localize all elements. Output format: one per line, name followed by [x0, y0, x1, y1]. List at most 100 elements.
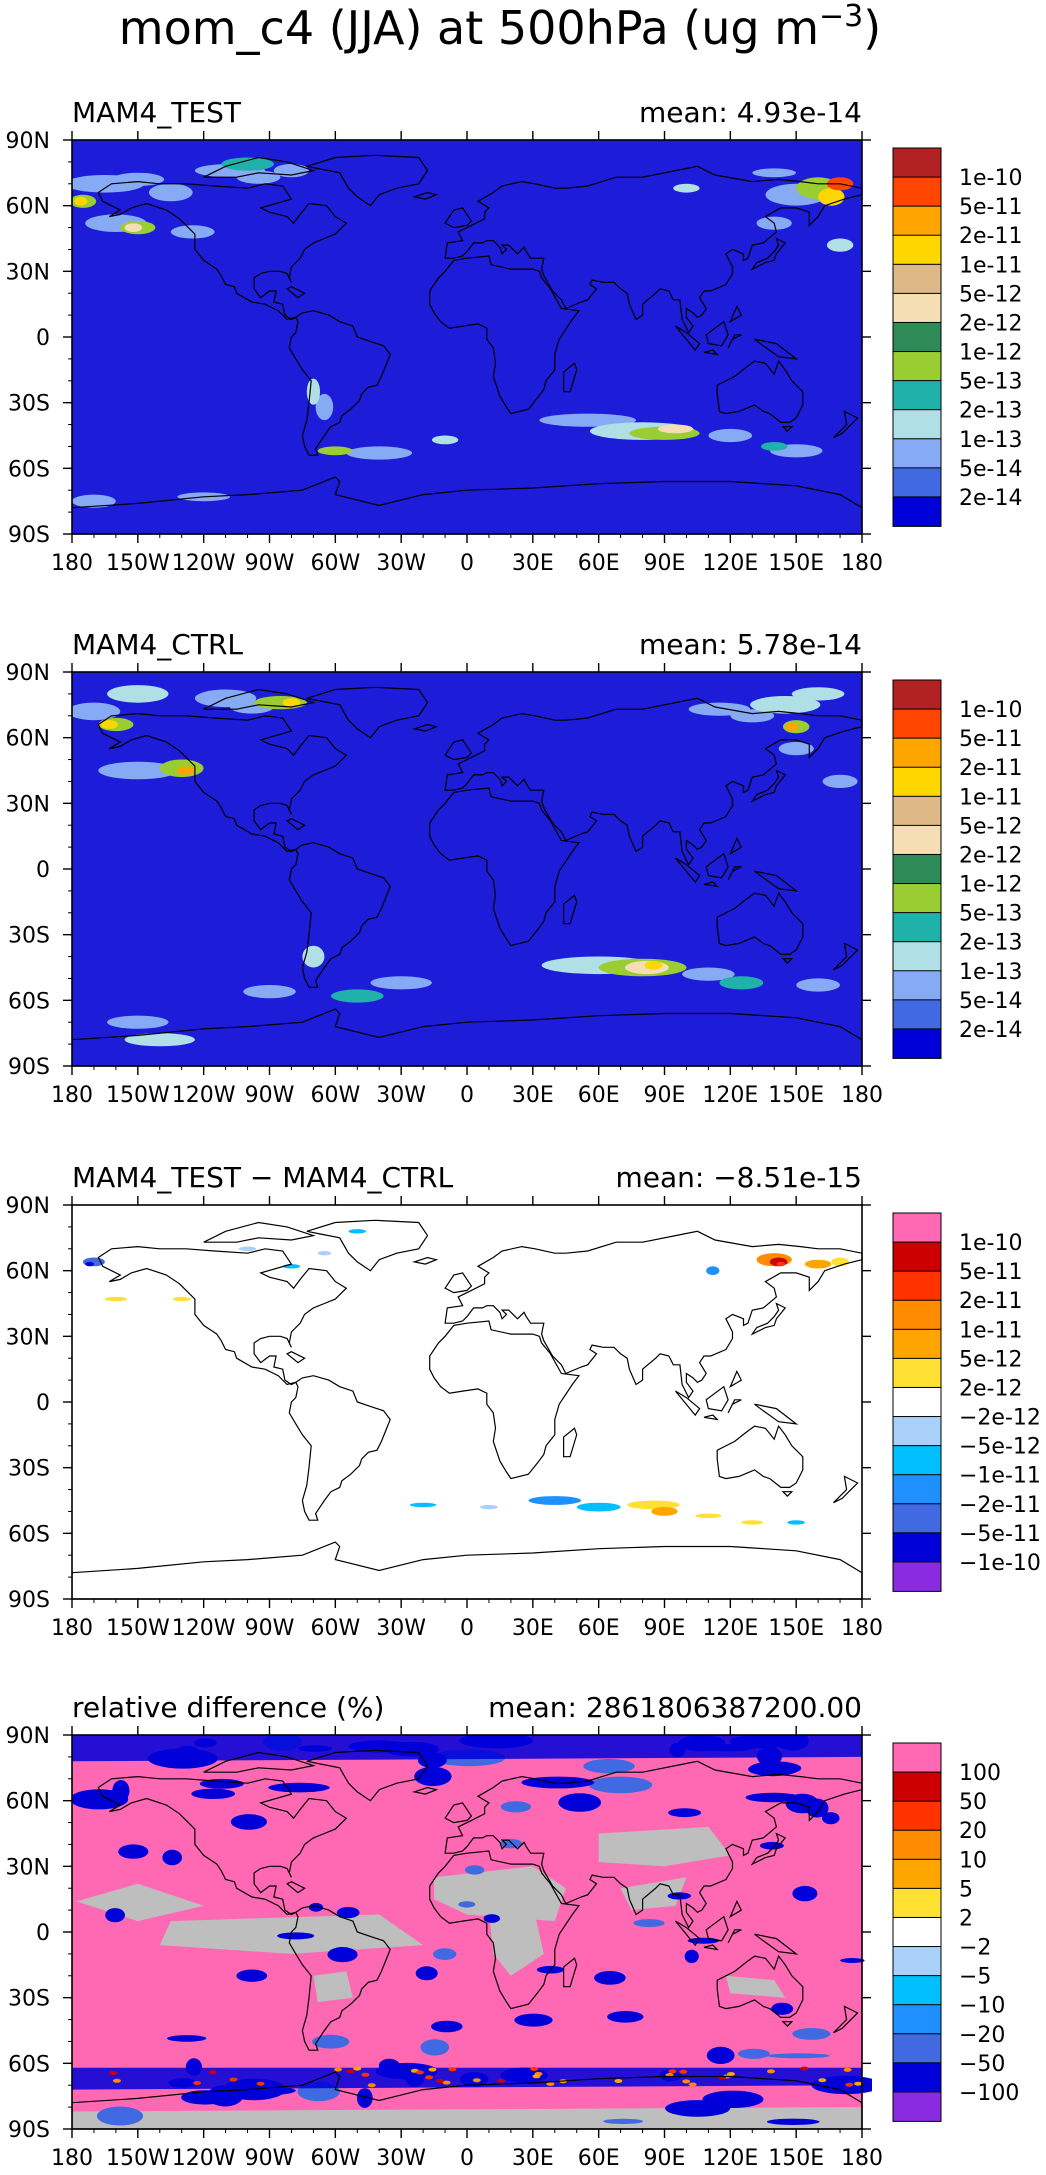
x-tick-label: 90W [245, 551, 295, 576]
positive-cell [415, 2070, 424, 2075]
positive-cell [112, 2078, 121, 2083]
positive-cell [472, 2078, 481, 2083]
y-tick-label: 30N [6, 1325, 50, 1350]
coastline [411, 1786, 439, 1795]
colorbar-label: 2e-11 [959, 224, 1022, 249]
colorbar-swatch [892, 708, 942, 740]
negative-band [72, 1735, 862, 1762]
x-tick-label: 60W [310, 2146, 360, 2171]
colorbar-label: 1e-10 [959, 166, 1022, 191]
coastline [444, 1230, 863, 1399]
y-tick-label: 90N [6, 661, 50, 686]
x-tick-label: 120E [702, 2146, 758, 2171]
coastline [729, 836, 743, 856]
x-tick-label: 60W [310, 551, 360, 576]
colorbar-label: 1e-12 [959, 341, 1022, 366]
colorbar-label: −100 [959, 2081, 1019, 2106]
negative-cell [822, 1812, 840, 1825]
positive-cell [425, 2075, 433, 2080]
colorbar-swatch [892, 1445, 942, 1476]
field-blob [409, 1502, 437, 1508]
x-tick-label: 30E [512, 1083, 554, 1108]
negative-cell [514, 2013, 553, 2027]
positive-cell [668, 2069, 677, 2074]
colorbar-label: 1e-11 [959, 1318, 1022, 1343]
coastline [675, 1390, 701, 1417]
y-tick-label: 90S [8, 1588, 50, 1613]
negative-cell [748, 1762, 799, 1777]
positive-cell [532, 2074, 541, 2079]
colorbar-swatch [892, 970, 942, 1001]
coastline [444, 207, 473, 229]
field-blob [177, 766, 195, 775]
field-blob [431, 435, 459, 445]
colorbar-label: 1e-13 [959, 960, 1022, 985]
field-blob [826, 238, 854, 252]
coastline [429, 1320, 580, 1480]
map-background [72, 1205, 862, 1599]
coastline [729, 304, 743, 324]
coastline [563, 362, 578, 393]
colorbar-swatch [892, 351, 942, 382]
y-tick-label: 60S [8, 457, 50, 482]
colorbar-swatch [892, 1328, 942, 1360]
colorbar-swatch [892, 1386, 942, 1418]
colorbar-swatch [892, 1241, 942, 1273]
panel-mean: mean: 2861806387200.00 [488, 1691, 862, 1724]
field-blob [480, 1504, 498, 1510]
positive-cell [679, 2069, 688, 2074]
x-tick-label: 90E [644, 1083, 686, 1108]
field-blob [787, 1520, 805, 1525]
coastline [306, 686, 429, 739]
coastline [203, 1751, 316, 1773]
colorbar-label: 5e-12 [959, 814, 1022, 839]
colorbar-swatch [892, 2062, 942, 2093]
panel-mean: mean: −8.51e-15 [615, 1161, 862, 1194]
x-tick-label: 120E [702, 551, 758, 576]
y-tick-label: 60N [6, 195, 50, 220]
colorbar-label: 5e-11 [959, 1260, 1022, 1285]
field-blob [306, 378, 320, 405]
x-tick-label: 90W [245, 1616, 295, 1641]
coastline [306, 154, 429, 207]
x-tick-label: 90W [245, 2146, 295, 2171]
field-blob [822, 774, 858, 788]
y-tick-label: 30N [6, 1855, 50, 1880]
colorbar-label: −1e-10 [959, 1551, 1041, 1576]
y-tick-label: 60S [8, 1522, 50, 1547]
colorbar-label: 2e-13 [959, 931, 1022, 956]
positive-cell [367, 2083, 376, 2088]
coastline [754, 338, 799, 360]
negative-cell [327, 1947, 358, 1963]
panel-test: MAM4_TEST mean: 4.93e-14 180 150W 120W 90W 60W… [6, 96, 1023, 576]
gray-region [620, 1877, 687, 1911]
positive-cell [688, 2082, 697, 2087]
field-blob [750, 696, 821, 714]
positive-cell [208, 2070, 217, 2075]
y-tick-label: 90S [8, 2118, 50, 2143]
coastline [285, 1881, 306, 1894]
field-blob [172, 1296, 191, 1302]
colorbar-swatch [892, 1212, 942, 1243]
colorbar-swatch [892, 1299, 942, 1331]
coastline [203, 156, 316, 178]
colorbar-swatch [892, 795, 942, 827]
colorbar-swatch [892, 679, 942, 710]
colorbar-swatch [892, 263, 942, 295]
positive-cell [229, 2077, 238, 2082]
colorbar-swatch [892, 1028, 942, 1059]
field-blob [221, 157, 274, 171]
x-tick-label: 90E [644, 2146, 686, 2171]
colorbar-label: 1e-12 [959, 873, 1022, 898]
colorbar-label: 5e-13 [959, 370, 1022, 395]
negative-cell [312, 2034, 350, 2049]
positive-cell [546, 2081, 555, 2086]
x-tick-label: 0 [460, 1083, 474, 1108]
field-blob [706, 1266, 720, 1276]
negative-cell [420, 2039, 450, 2056]
positive-cell [854, 2081, 863, 2086]
colorbar-label: 5e-13 [959, 902, 1022, 927]
